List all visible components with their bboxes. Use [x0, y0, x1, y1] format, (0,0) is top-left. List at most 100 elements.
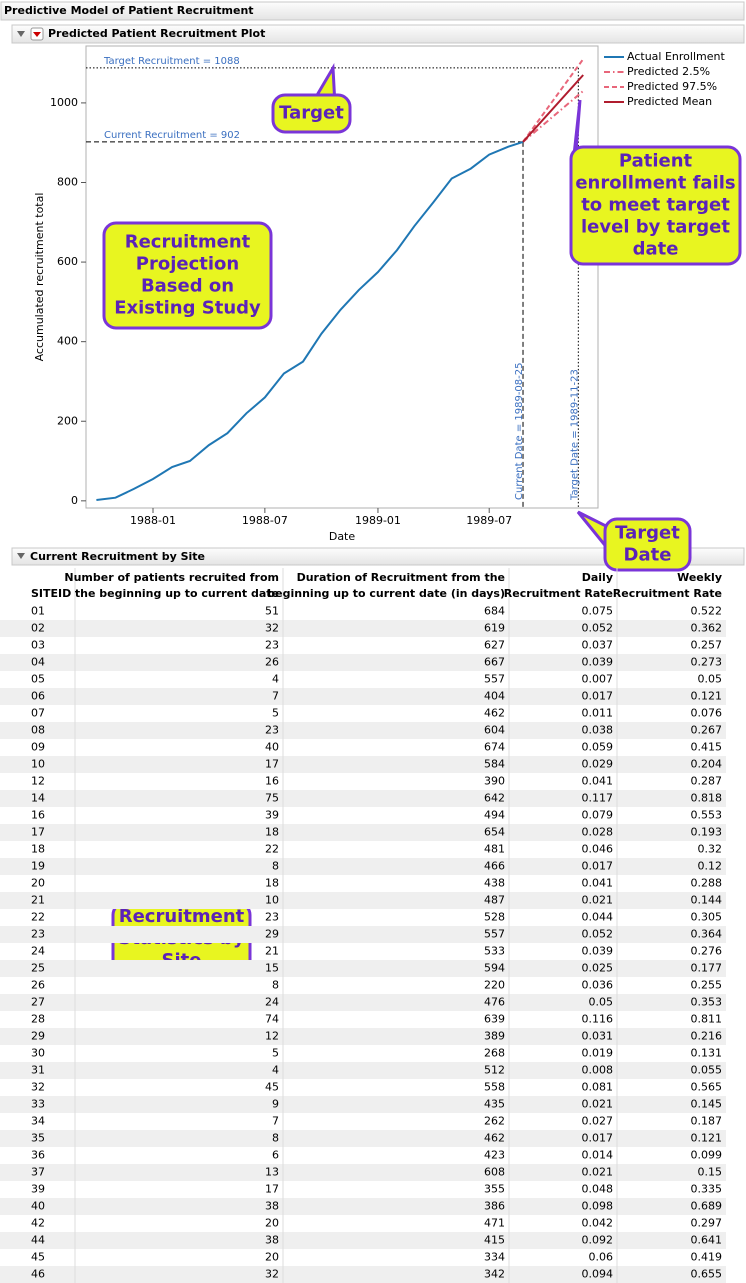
table-cell: 0.121 [691, 690, 723, 703]
callout-text: to meet target [581, 195, 730, 216]
table-cell: 12 [31, 775, 45, 788]
table-cell: 0.038 [582, 724, 614, 737]
column-header: beginning up to current date (in days) [267, 587, 505, 600]
column-header: Daily [582, 571, 613, 584]
table-cell: 389 [484, 1030, 505, 1043]
y-tick-label: 600 [57, 255, 78, 268]
table-cell: 26 [31, 979, 45, 992]
table-cell: 604 [484, 724, 505, 737]
callout-text: Existing Study [114, 298, 261, 319]
table-cell: 0.419 [691, 1251, 723, 1264]
table-cell: 654 [484, 826, 505, 839]
table-cell: 684 [484, 605, 505, 618]
table-cell: 0.021 [582, 1166, 614, 1179]
table-cell: 0.121 [691, 1132, 723, 1145]
table-cell: 0.131 [691, 1047, 723, 1060]
y-tick-label: 200 [57, 414, 78, 427]
table-cell: 08 [31, 724, 45, 737]
table-cell: 0.017 [582, 860, 614, 873]
table-cell: 0.522 [691, 605, 723, 618]
table-cell: 16 [265, 775, 279, 788]
table-cell: 0.415 [691, 741, 723, 754]
table-cell: 608 [484, 1166, 505, 1179]
reference-label: Current Date = 1989-08-25 [514, 363, 525, 501]
callout-text: Recruitment [119, 906, 245, 927]
table-cell: 33 [31, 1098, 45, 1111]
table-cell: 18 [31, 843, 45, 856]
table-cell: 17 [265, 758, 279, 771]
table-cell: 481 [484, 843, 505, 856]
table-cell: 487 [484, 894, 505, 907]
table-cell: 17 [265, 1183, 279, 1196]
table-cell: 476 [484, 996, 505, 1009]
table-cell: 13 [265, 1166, 279, 1179]
callout-box [569, 145, 742, 266]
table-cell: 75 [265, 792, 279, 805]
reference-label: Target Recruitment = 1088 [103, 56, 240, 67]
reference-label: Current Recruitment = 902 [104, 130, 240, 141]
x-tick-label: 1988-07 [242, 514, 288, 527]
table-cell: 0.655 [691, 1268, 723, 1281]
legend-label: Predicted Mean [627, 95, 712, 108]
table-cell: 0.276 [691, 945, 723, 958]
collapse-icon[interactable] [17, 553, 25, 559]
table-cell: 594 [484, 962, 505, 975]
column-header: Weekly [677, 571, 722, 584]
table-cell: 40 [265, 741, 279, 754]
table-cell: 0.092 [582, 1234, 614, 1247]
callout-text: Based on [141, 276, 234, 297]
table-cell: 423 [484, 1149, 505, 1162]
table-cell: 0.046 [582, 843, 614, 856]
table-cell: 4 [272, 1064, 279, 1077]
table-cell: 0.255 [691, 979, 723, 992]
x-tick-label: 1989-07 [466, 514, 512, 527]
table-cell: 0.689 [691, 1200, 723, 1213]
column-header: Recruitment Rate [613, 587, 722, 600]
table-cell: 74 [265, 1013, 279, 1026]
y-tick-label: 400 [57, 335, 78, 348]
table-cell: 37 [31, 1166, 45, 1179]
table-cell: 6 [272, 1149, 279, 1162]
table-cell: 7 [272, 1115, 279, 1128]
table-cell: 30 [31, 1047, 45, 1060]
callout-text: Patient [619, 151, 693, 172]
legend-label: Actual Enrollment [627, 50, 725, 63]
table-cell: 21 [265, 945, 279, 958]
table-cell: 20 [265, 1251, 279, 1264]
row-stripe [0, 1232, 726, 1249]
table-cell: 23 [265, 639, 279, 652]
callout-text: date [633, 239, 679, 260]
table-cell: 18 [265, 826, 279, 839]
table-cell: 667 [484, 656, 505, 669]
legend-label: Predicted 2.5% [627, 65, 710, 78]
table-cell: 09 [31, 741, 45, 754]
table-cell: 0.144 [691, 894, 723, 907]
table-cell: 355 [484, 1183, 505, 1196]
callout-text: Recruitment [125, 232, 251, 253]
table-cell: 0.12 [698, 860, 723, 873]
row-stripe [0, 722, 726, 739]
table-cell: 46 [31, 1268, 45, 1281]
table-cell: 45 [265, 1081, 279, 1094]
table-cell: 0.041 [582, 775, 614, 788]
table-cell: 22 [265, 843, 279, 856]
collapse-icon[interactable] [17, 31, 25, 37]
table-cell: 528 [484, 911, 505, 924]
table-cell: 0.287 [691, 775, 723, 788]
report-title: Predictive Model of Patient Recruitment [4, 4, 254, 17]
table-cell: 494 [484, 809, 505, 822]
row-stripe [0, 960, 726, 977]
table-cell: 22 [31, 911, 45, 924]
column-header: the beginning up to current date [75, 587, 279, 600]
table-cell: 627 [484, 639, 505, 652]
table-cell: 0.818 [691, 792, 723, 805]
table-cell: 35 [31, 1132, 45, 1145]
table-cell: 557 [484, 673, 505, 686]
table-cell: 462 [484, 1132, 505, 1145]
table-cell: 23 [265, 724, 279, 737]
table-cell: 558 [484, 1081, 505, 1094]
table-cell: 06 [31, 690, 45, 703]
table-cell: 5 [272, 1047, 279, 1060]
table-cell: 07 [31, 707, 45, 720]
